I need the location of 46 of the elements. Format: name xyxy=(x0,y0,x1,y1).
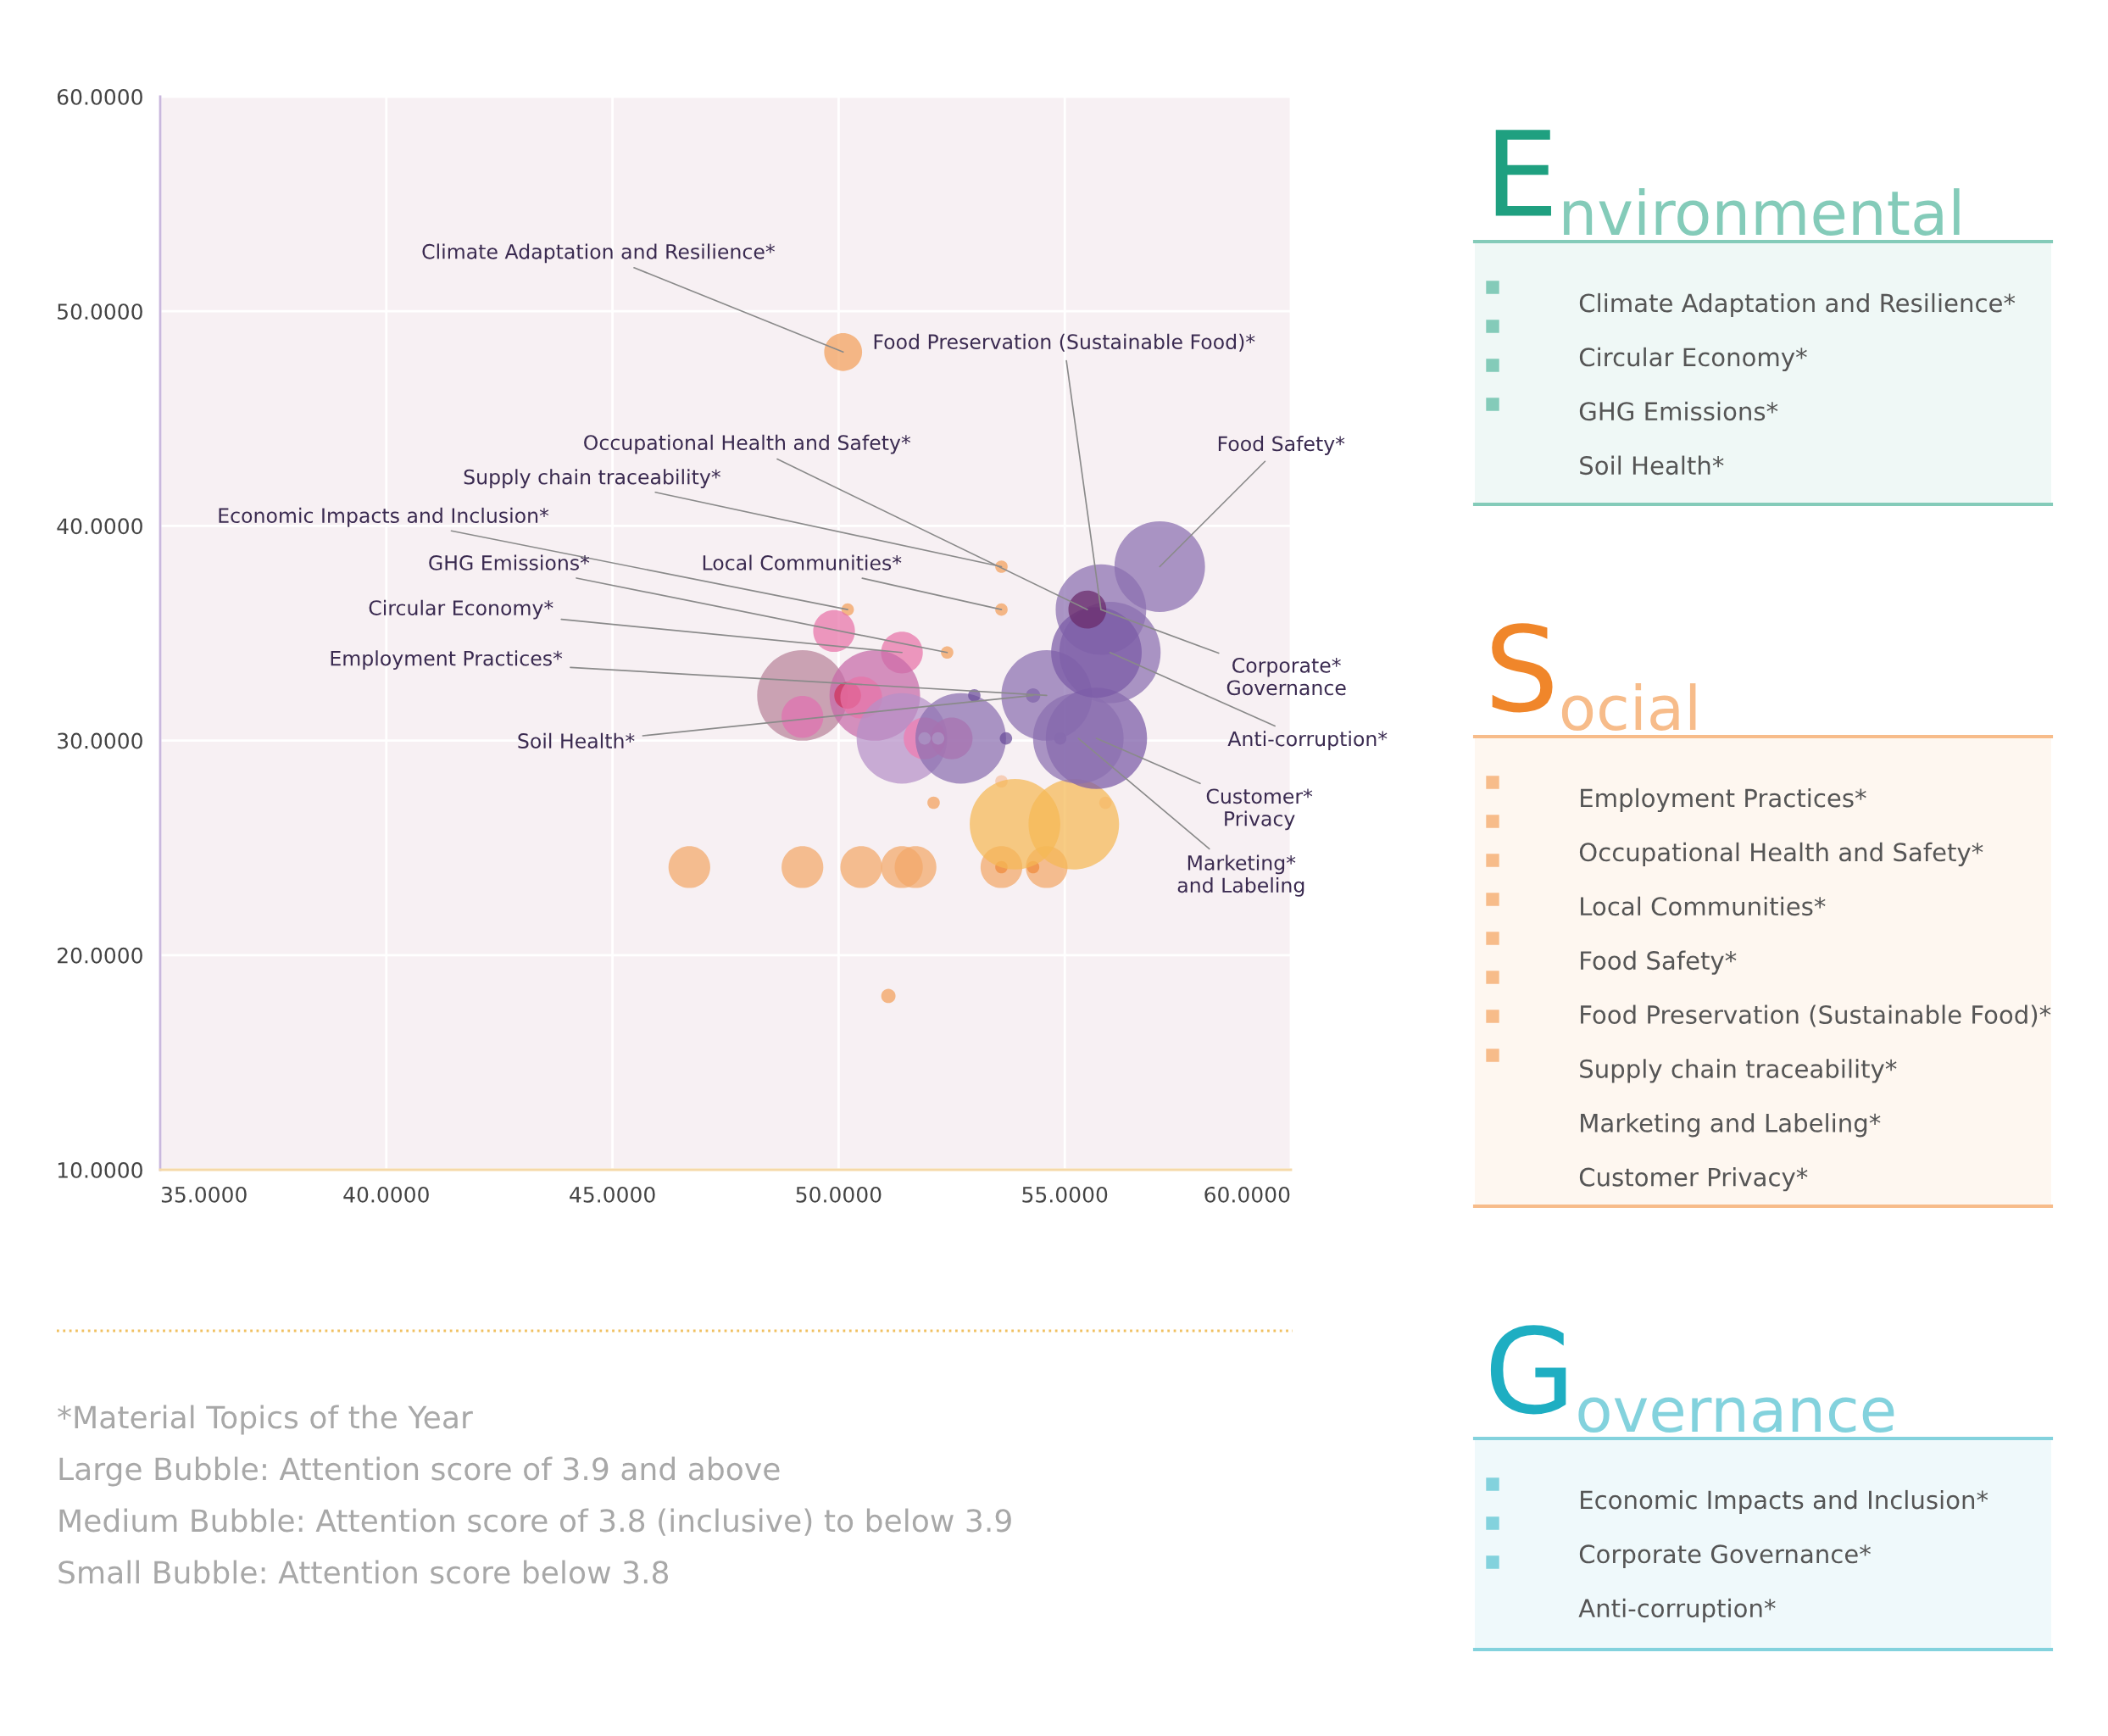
text: Soil Health* xyxy=(1580,455,1724,476)
annotation: Marketing* and Labeling xyxy=(1177,854,1304,897)
annotation: Employment Practices* xyxy=(331,650,563,670)
x-tick-label: 40.0000 xyxy=(343,1186,429,1203)
text: Marketing and Labeling* xyxy=(1581,1113,1881,1138)
x-tick-label: 55.0000 xyxy=(1022,1186,1108,1203)
text: Economic Impacts and Inclusion* xyxy=(1581,1489,1988,1515)
text: Customer Privacy* xyxy=(1579,1167,1808,1192)
text: Climate Adaptation and Resilience* xyxy=(1579,292,2016,318)
annotation: Circular Economy* xyxy=(369,599,553,620)
x-tick-label: 50.0000 xyxy=(796,1186,882,1203)
x-tick-label: 35.0000 xyxy=(161,1186,247,1203)
annotation: Corporate* Governance xyxy=(1226,657,1346,696)
text: Small Bubble: Attention score below 3.8 xyxy=(58,1560,669,1584)
text: Anti-corruption* xyxy=(1578,1598,1776,1622)
text: *Material Topics of the Year xyxy=(58,1405,473,1435)
y-tick-label: 30.0000 xyxy=(58,732,142,749)
text: Employment Practices* xyxy=(1581,787,1866,813)
y-tick-label: 50.0000 xyxy=(58,303,142,320)
text: Occupational Health and Safety* xyxy=(1579,842,1983,866)
annotation: Local Communities* xyxy=(703,554,902,570)
text: Food Preservation (Sustainable Food)* xyxy=(1581,1004,2051,1027)
annotation: Climate Adaptation and Resilience* xyxy=(422,243,775,264)
y-tick-label: 10.0000 xyxy=(58,1161,142,1178)
text: Circular Economy* xyxy=(1579,347,1807,371)
annotation: Customer* Privacy xyxy=(1206,788,1313,831)
annotation: Food Safety* xyxy=(1218,436,1345,455)
annotation: Food Preservation (Sustainable Food)* xyxy=(874,333,1255,352)
annotation: Occupational Health and Safety* xyxy=(584,434,911,454)
annotation: Supply chain traceability* xyxy=(464,469,720,489)
text: Supply chain traceability* xyxy=(1580,1059,1897,1083)
x-tick-label: 60.0000 xyxy=(1204,1186,1290,1203)
text: Food Safety* xyxy=(1581,950,1737,975)
annotation: Anti-corruption* xyxy=(1227,731,1388,751)
y-tick-label: 20.0000 xyxy=(58,947,142,964)
text: Large Bubble: Attention score of 3.9 and above xyxy=(59,1456,780,1487)
text: Medium Bubble: Attention score of 3.8 (inclusive) to below 3.9 xyxy=(59,1508,1011,1536)
annotation: Soil Health* xyxy=(518,732,635,748)
annotation: GHG Emissions* xyxy=(429,554,590,570)
y-tick-label: 60.0000 xyxy=(57,88,142,105)
y-tick-label: 40.0000 xyxy=(57,518,142,535)
text: GHG Emissions* xyxy=(1579,401,1778,421)
text: Corporate Governance* xyxy=(1579,1544,1871,1568)
text: Local Communities* xyxy=(1581,896,1826,916)
x-tick-label: 45.0000 xyxy=(570,1186,655,1203)
annotation: Economic Impacts and Inclusion* xyxy=(219,507,549,527)
